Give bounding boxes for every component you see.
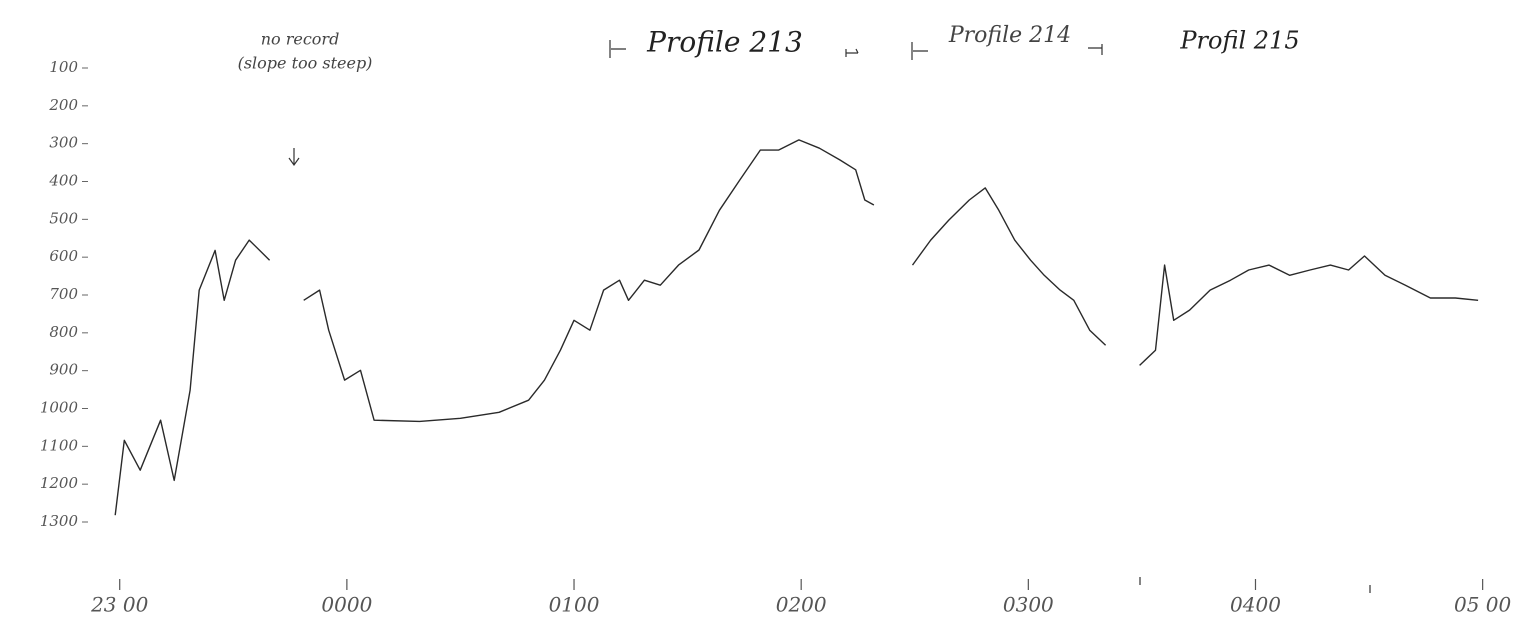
tick-stroke [1139, 577, 1371, 593]
y-tick-label: 800 [49, 323, 78, 341]
x-tick-label: 0000 [321, 593, 372, 617]
y-tick-label: 1000 [40, 399, 79, 417]
x-tick-label: 0300 [1003, 593, 1054, 617]
y-tick-label: 1200 [40, 474, 79, 492]
y-tick-label: 100 [49, 58, 78, 76]
depth-line [114, 239, 271, 516]
y-tick-label: 500 [49, 209, 78, 227]
y-tick-label: 1100 [40, 436, 79, 454]
arrow [288, 148, 300, 167]
x-tick-label: 23 00 [90, 593, 149, 617]
depth-line [303, 139, 875, 423]
arrow [1088, 44, 1103, 55]
annotation: Profile 213 [646, 26, 803, 59]
y-tick-label: 900 [49, 361, 78, 379]
y-tick-label: 400 [48, 172, 78, 190]
y-tick-label: 700 [49, 285, 78, 303]
x-tick-label: 05 00 [1454, 593, 1512, 617]
depth-line [1139, 255, 1479, 366]
annotation: Profile 214 [948, 23, 1071, 48]
depth-line [911, 187, 1107, 346]
annotation: Profil 215 [1179, 27, 1299, 55]
x-tick-label: 0200 [776, 593, 827, 617]
y-tick-label: 200 [48, 96, 78, 114]
x-tick-label: 0100 [549, 593, 600, 617]
arrow [845, 48, 859, 57]
arrow [911, 42, 928, 60]
x-tick-label: 0400 [1230, 593, 1281, 617]
arrow [609, 40, 626, 58]
y-tick-label: 300 [49, 134, 78, 152]
y-tick-label: 600 [49, 247, 78, 265]
annotation: no record [261, 30, 340, 49]
annotation: (slope too steep) [238, 54, 373, 73]
y-tick-label: 1300 [40, 512, 79, 530]
